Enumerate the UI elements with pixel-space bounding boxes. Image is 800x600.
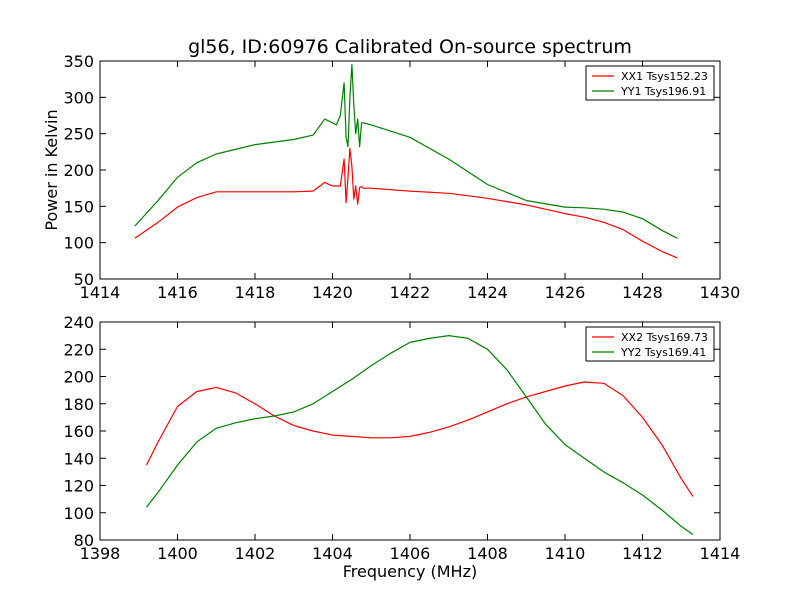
- series-line-yy: [146, 335, 694, 535]
- x-tick-label: 1410: [545, 544, 586, 563]
- legend: XX1 Tsys152.23 YY1 Tsys196.91: [585, 65, 715, 101]
- x-tick-label: 1414: [80, 283, 121, 302]
- x-tick-label: 1420: [312, 283, 353, 302]
- x-tick-label: 1428: [622, 283, 663, 302]
- x-tick-label: 1400: [157, 544, 198, 563]
- y-tick-label: 240: [63, 313, 94, 332]
- x-tick-label: 1422: [390, 283, 431, 302]
- y-tick-label: 300: [63, 88, 94, 107]
- y-tick-label: 140: [63, 449, 94, 468]
- x-tick-label: 1412: [622, 544, 663, 563]
- x-tick-label: 1404: [312, 544, 353, 563]
- x-axis-label: Frequency (MHz): [343, 562, 477, 581]
- legend-label: YY1 Tsys196.91: [620, 85, 706, 98]
- x-tick-label: 1398: [80, 544, 121, 563]
- y-tick-label: 350: [63, 52, 94, 71]
- series-line-yy: [134, 63, 678, 239]
- x-tick-label: 1408: [467, 544, 508, 563]
- y-tick-label: 120: [63, 477, 94, 496]
- x-tick-label: 1416: [157, 283, 198, 302]
- top-spectrum-panel: 1414 1416 1418 1420 1422 1424 1426 1428 1430 50 10…: [63, 52, 740, 302]
- y-tick-label: 50: [74, 270, 94, 289]
- y-tick-label: 100: [63, 234, 94, 253]
- x-tick-label: 1430: [700, 283, 741, 302]
- legend-label: XX2 Tsys169.73: [621, 331, 708, 344]
- x-tick-label: 1402: [235, 544, 276, 563]
- x-tick-label: 1414: [700, 544, 741, 563]
- y-axis-label: Power in Kelvin: [42, 109, 61, 230]
- legend-box: [585, 326, 715, 362]
- chart-title: gl56, ID:60976 Calibrated On-source spec…: [188, 36, 632, 58]
- legend: XX2 Tsys169.73 YY2 Tsys169.41: [585, 326, 715, 362]
- x-tick-label: 1406: [390, 544, 431, 563]
- y-tick-label: 160: [63, 422, 94, 441]
- y-tick-label: 80: [74, 531, 94, 550]
- y-tick-label: 250: [63, 125, 94, 144]
- y-tick-label: 100: [63, 504, 94, 523]
- legend-label: YY2 Tsys169.41: [620, 346, 706, 359]
- legend-box: [585, 65, 715, 101]
- x-tick-label: 1426: [545, 283, 586, 302]
- y-tick-label: 200: [63, 161, 94, 180]
- y-tick-label: 180: [63, 395, 94, 414]
- legend-label: XX1 Tsys152.23: [621, 70, 708, 83]
- y-tick-label: 220: [63, 340, 94, 359]
- y-tick-label: 200: [63, 368, 94, 387]
- x-tick-label: 1418: [235, 283, 276, 302]
- bottom-spectrum-panel: 1398 1400 1402 1404 1406 1408 1410 1412 1414 80 10…: [63, 313, 740, 563]
- x-tick-label: 1424: [467, 283, 508, 302]
- y-tick-label: 150: [63, 197, 94, 216]
- series-line-xx: [145, 381, 694, 497]
- series-line-xx: [134, 147, 678, 259]
